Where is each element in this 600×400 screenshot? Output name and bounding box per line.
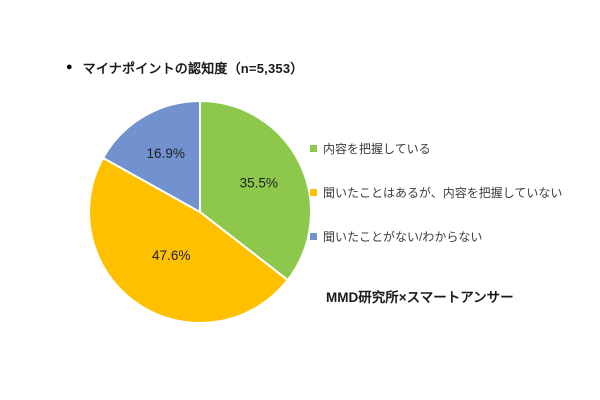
- chart-title: ● マイナポイントの認知度（n=5,353）: [66, 58, 303, 77]
- legend-label: 内容を把握している: [323, 142, 431, 156]
- legend-label: 聞いたことはあるが、内容を把握していない: [323, 186, 563, 200]
- legend-item-heard-not-understand: 聞いたことはあるが、内容を把握していない: [310, 185, 562, 200]
- title-bullet-icon: ●: [66, 61, 73, 73]
- legend-marker-yellow: [310, 189, 317, 196]
- pie-slice-value-label-1: 47.6%: [152, 248, 190, 263]
- source-credit: MMD研究所×スマートアンサー: [326, 290, 514, 305]
- legend-item-never-heard: 聞いたことがない/わからない: [310, 229, 562, 244]
- pie-slice-2: [102, 100, 201, 213]
- pie-slice-value-label-2: 16.9%: [147, 146, 185, 161]
- legend-label: 聞いたことがない/わからない: [323, 230, 483, 244]
- legend-marker-green: [310, 145, 317, 152]
- pie-slice-value-label-0: 35.5%: [240, 176, 278, 191]
- legend-item-aware-understand: 内容を把握している: [310, 141, 562, 156]
- legend: 内容を把握している 聞いたことはあるが、内容を把握していない 聞いたことがない/…: [310, 141, 562, 244]
- pie-slice-1: [88, 156, 289, 324]
- legend-marker-blue: [310, 233, 317, 240]
- page-title: マイナポイントの認知度（n=5,353）: [82, 61, 304, 76]
- pie-slice-0: [199, 100, 312, 282]
